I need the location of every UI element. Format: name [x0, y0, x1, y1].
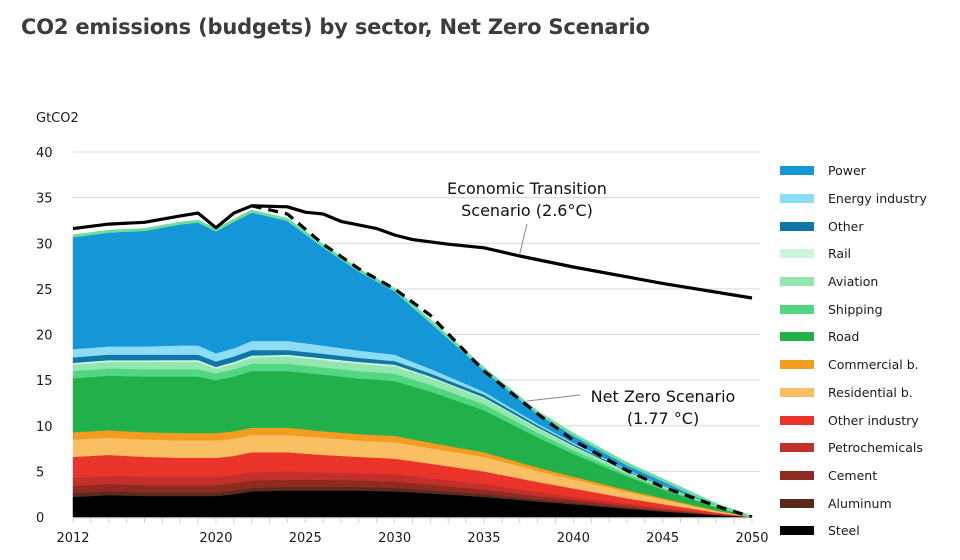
x-tick-label: 2040 [557, 531, 590, 546]
x-tick-label: 2025 [289, 531, 322, 546]
y-tick-label: 15 [36, 374, 53, 389]
y-tick-label: 35 [36, 192, 53, 207]
annotation-nz-line2: (1.77 °C) [627, 409, 699, 428]
annotation-nz-line1: Net Zero Scenario [591, 387, 736, 406]
legend-swatch [780, 304, 814, 314]
net-zero-line [251, 204, 753, 519]
legend-item: Aviation [780, 268, 960, 296]
legend-label: Steel [828, 523, 860, 539]
stacked-areas [72, 209, 753, 519]
legend-swatch [780, 443, 814, 453]
legend-item: Cement [780, 462, 960, 490]
economic-transition-line [72, 204, 753, 300]
legend-label: Aviation [828, 274, 879, 290]
legend-label: Other [828, 218, 864, 234]
legend-swatch [780, 249, 814, 259]
annotation-ets-line2: Scenario (2.6°C) [461, 201, 593, 220]
x-tick-label: 2020 [199, 531, 232, 546]
y-tick-label: 20 [36, 329, 53, 344]
legend-label: Shipping [828, 301, 883, 317]
legend-swatch [780, 166, 814, 176]
legend-label: Commercial b. [828, 357, 919, 373]
legend-item: Power [780, 157, 960, 185]
legend-item: Other industry [780, 406, 960, 434]
legend-swatch [780, 415, 814, 425]
legend-item: Steel [780, 517, 960, 545]
legend-label: Other industry [828, 412, 919, 428]
annotation-ets-line1: Economic Transition [447, 179, 607, 198]
legend-item: Commercial b. [780, 351, 960, 379]
x-tick-label: 2045 [646, 531, 679, 546]
y-tick-label: 25 [36, 283, 53, 298]
legend-label: Rail [828, 246, 852, 262]
y-tick-label: 10 [36, 420, 53, 435]
y-tick-label: 40 [36, 146, 53, 161]
legend-item: Road [780, 323, 960, 351]
legend-label: Power [828, 163, 866, 179]
legend-item: Rail [780, 240, 960, 268]
legend-label: Cement [828, 467, 878, 483]
annotation-leader [526, 394, 581, 402]
legend-item: Aluminum [780, 489, 960, 517]
legend-swatch [780, 221, 814, 231]
legend-label: Energy industry [828, 191, 927, 207]
legend-item: Petrochemicals [780, 434, 960, 462]
legend-swatch [780, 332, 814, 342]
legend-swatch [780, 277, 814, 287]
x-tick-label: 2012 [56, 531, 89, 546]
legend-swatch [780, 526, 814, 536]
y-tick-label: 30 [36, 237, 53, 252]
annotations: Economic Transition Scenario (2.6°C) Net Z… [447, 179, 735, 428]
y-tick-label: 0 [36, 511, 44, 526]
legend-swatch [780, 387, 814, 397]
legend-label: Aluminum [828, 495, 892, 511]
annotation-leader [519, 223, 528, 255]
x-tick-label: 2035 [467, 531, 500, 546]
legend-label: Petrochemicals [828, 440, 923, 456]
legend-swatch [780, 470, 814, 480]
y-axis-label: GtCO2 [36, 111, 79, 126]
legend-item: Shipping [780, 295, 960, 323]
legend: Power Energy industry Other Rail Aviation Shi… [780, 157, 960, 545]
legend-swatch [780, 360, 814, 370]
legend-label: Road [828, 329, 860, 345]
chart-title: CO2 emissions (budgets) by sector, Net Z… [21, 15, 650, 39]
legend-swatch [780, 194, 814, 204]
legend-item: Residential b. [780, 379, 960, 407]
x-tick-label: 2030 [378, 531, 411, 546]
legend-item: Energy industry [780, 185, 960, 213]
y-tick-label: 5 [36, 465, 44, 480]
legend-label: Residential b. [828, 384, 913, 400]
legend-swatch [780, 498, 814, 508]
legend-item: Other [780, 212, 960, 240]
scenario-lines [72, 204, 753, 519]
x-tick-label: 2050 [735, 531, 768, 546]
